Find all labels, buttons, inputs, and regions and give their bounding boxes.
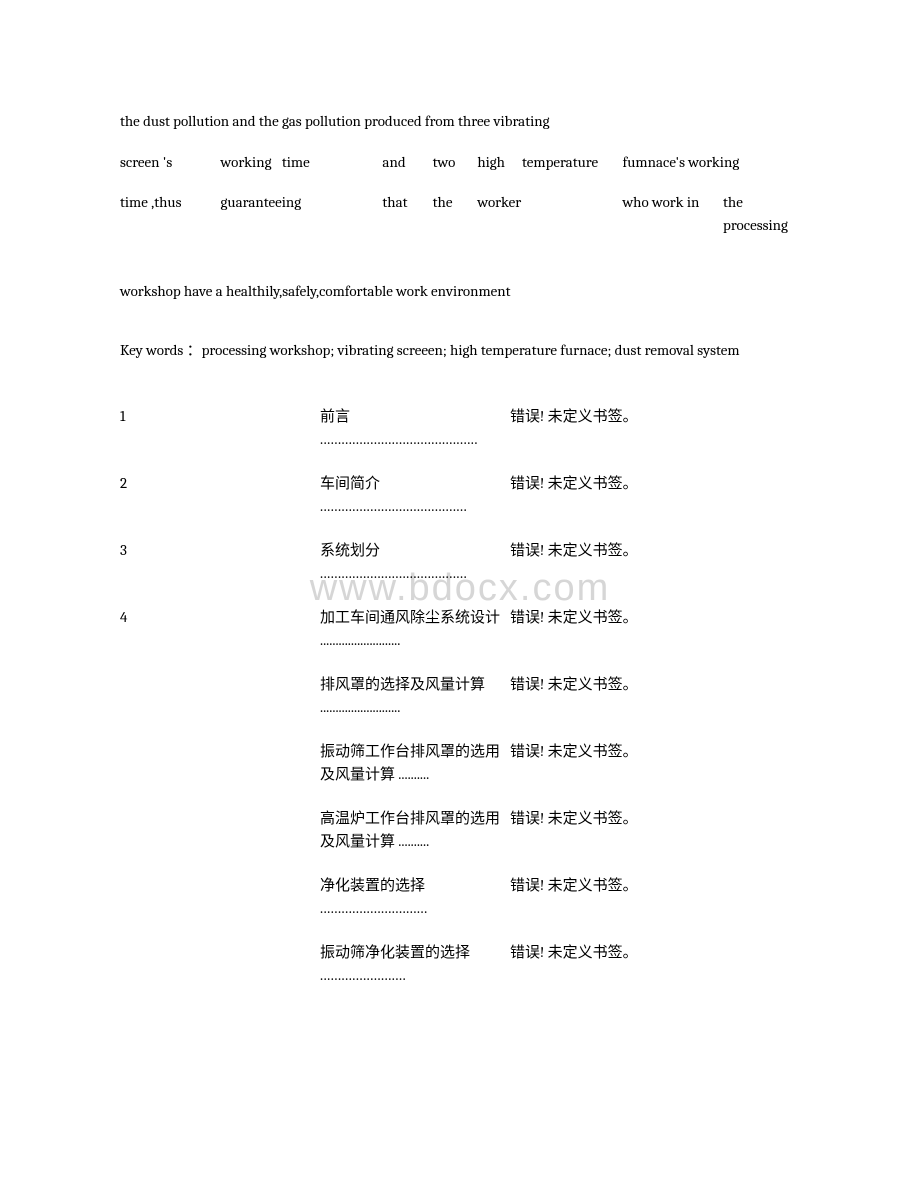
cell: and bbox=[382, 149, 432, 176]
toc-number bbox=[120, 803, 320, 870]
cell: fumnace's working bbox=[623, 149, 800, 176]
cell: guaranteeing bbox=[221, 189, 383, 238]
paragraph-keywords: Key words ：processing workshop; vibratin… bbox=[120, 339, 800, 362]
toc-label: 振动筛净化装置的选择........................ bbox=[320, 937, 510, 1004]
toc-error-text: 错误! 未定义书签。 bbox=[510, 401, 800, 468]
cell: that bbox=[382, 189, 432, 238]
toc-label: 前言......................................… bbox=[320, 401, 510, 468]
toc-dots: ........................................… bbox=[320, 562, 504, 585]
toc-row: 净化装置的选择..............................错误!… bbox=[120, 870, 800, 937]
toc-number bbox=[120, 669, 320, 736]
toc-dots: ........................ bbox=[320, 964, 504, 987]
cell: worker bbox=[477, 189, 622, 238]
toc-label: 加工车间通风除尘系统设计 .......................... bbox=[320, 602, 510, 669]
toc-label: 车间简介....................................… bbox=[320, 468, 510, 535]
toc-label: 排风罩的选择及风量计算 .......................... bbox=[320, 669, 510, 736]
cell: working bbox=[221, 149, 282, 176]
toc-error-text: 错误! 未定义书签。 bbox=[510, 669, 800, 736]
cell: temperature bbox=[522, 149, 623, 176]
word-layout-table-1: screen 's working time and two high temp… bbox=[120, 149, 800, 239]
toc-label: 振动筛工作台排风罩的选用及风量计算 .......... bbox=[320, 736, 510, 803]
toc-dots: .............................. bbox=[320, 897, 504, 920]
toc-dots: ........................................… bbox=[320, 428, 504, 451]
toc-dots: ........................................… bbox=[320, 495, 504, 518]
cell: the processing bbox=[723, 189, 800, 238]
toc-error-text: 错误! 未定义书签。 bbox=[510, 937, 800, 1004]
toc-number: 1 bbox=[120, 401, 320, 468]
toc-row: 振动筛净化装置的选择........................错误! 未定… bbox=[120, 937, 800, 1004]
toc-row: 3系统划分...................................… bbox=[120, 535, 800, 602]
toc-number: 2 bbox=[120, 468, 320, 535]
toc-label: 净化装置的选择.............................. bbox=[320, 870, 510, 937]
toc-error-text: 错误! 未定义书签。 bbox=[510, 870, 800, 937]
toc-number bbox=[120, 736, 320, 803]
toc-label: 高温炉工作台排风罩的选用及风量计算 .......... bbox=[320, 803, 510, 870]
cell: who work in bbox=[623, 189, 724, 238]
toc-row: 2车间简介...................................… bbox=[120, 468, 800, 535]
toc-error-text: 错误! 未定义书签。 bbox=[510, 602, 800, 669]
toc-row: 高温炉工作台排风罩的选用及风量计算 ..........错误! 未定义书签。 bbox=[120, 803, 800, 870]
toc-row: 振动筛工作台排风罩的选用及风量计算 ..........错误! 未定义书签。 bbox=[120, 736, 800, 803]
cell: the bbox=[433, 189, 478, 238]
cell: screen 's bbox=[120, 149, 221, 176]
toc-number bbox=[120, 870, 320, 937]
toc-row: 4加工车间通风除尘系统设计 ..........................… bbox=[120, 602, 800, 669]
table-of-contents: 1前言.....................................… bbox=[120, 401, 800, 1004]
toc-error-text: 错误! 未定义书签。 bbox=[510, 535, 800, 602]
toc-number: 3 bbox=[120, 535, 320, 602]
cell: two bbox=[433, 149, 478, 176]
cell: time ,thus bbox=[120, 189, 221, 238]
toc-error-text: 错误! 未定义书签。 bbox=[510, 803, 800, 870]
toc-error-text: 错误! 未定义书签。 bbox=[510, 468, 800, 535]
toc-row: 1前言.....................................… bbox=[120, 401, 800, 468]
paragraph-1: the dust pollution and the gas pollution… bbox=[120, 110, 800, 133]
toc-label: 系统划分....................................… bbox=[320, 535, 510, 602]
toc-row: 排风罩的选择及风量计算 ..........................错误… bbox=[120, 669, 800, 736]
cell: high bbox=[477, 149, 522, 176]
toc-number bbox=[120, 937, 320, 1004]
paragraph-2: workshop have a healthily,safely,comfort… bbox=[120, 280, 800, 303]
cell: time bbox=[282, 149, 383, 176]
toc-number: 4 bbox=[120, 602, 320, 669]
toc-error-text: 错误! 未定义书签。 bbox=[510, 736, 800, 803]
